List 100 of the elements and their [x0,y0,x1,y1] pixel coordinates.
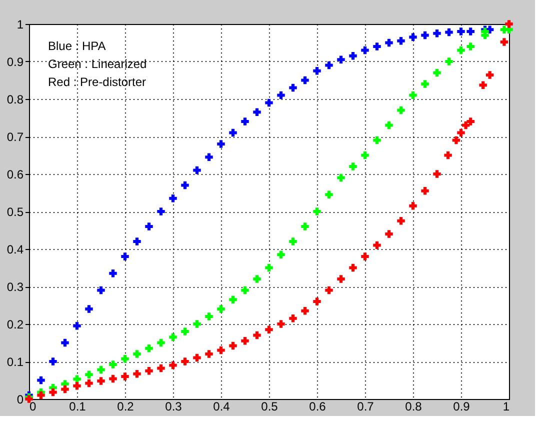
point [85,370,93,378]
point [169,194,177,202]
y-tick-label: 0.1 [6,355,24,369]
point [409,202,417,210]
x-tick-label: 0.9 [453,400,470,414]
point [157,338,165,347]
point [397,37,405,45]
point [373,241,381,250]
point [97,366,105,374]
point [217,305,225,313]
point [313,208,321,216]
point [193,354,201,362]
point [241,337,249,345]
point [397,106,405,114]
point [157,208,165,216]
point [253,275,261,283]
point [145,367,153,375]
point [325,61,333,70]
point [145,344,153,352]
point [313,298,321,306]
point [241,118,249,126]
point [241,286,249,294]
x-tick-label: 0.5 [261,400,278,414]
point [145,222,153,230]
point [500,38,508,46]
point [205,350,213,358]
point [385,230,393,238]
point [421,187,429,195]
point [385,38,393,47]
point [109,270,117,278]
point [373,136,381,144]
point [457,28,465,36]
point [205,153,213,161]
point [133,370,141,378]
y-tick-label: 0.6 [6,168,24,182]
point [169,361,177,370]
point [73,322,81,330]
annotation: Red : Pre-distorter [48,75,146,89]
point [452,136,460,144]
point [265,98,273,107]
x-tick-label: 0.1 [69,400,86,414]
point [181,181,189,190]
point [289,238,297,246]
x-tick-label: 0.6 [309,400,326,414]
point [462,121,470,130]
point [49,388,57,396]
point [253,331,261,340]
point [433,170,441,178]
point [97,286,105,294]
point [277,320,285,328]
x-tick-label: 0.8 [405,400,422,414]
y-tick-label: 0.2 [6,318,24,332]
point [253,108,261,116]
point [289,84,297,92]
point [337,275,345,283]
point [205,312,213,320]
point [337,174,345,182]
x-tick-label: 0 [30,400,36,414]
point [109,360,117,368]
point [73,375,81,383]
point [133,350,141,358]
point [409,91,417,100]
y-tick-label: 0.3 [6,280,24,294]
point [349,264,357,272]
point [217,346,225,354]
point [466,42,474,50]
point [457,128,465,137]
point [169,333,177,341]
point [229,128,237,137]
point [301,222,309,230]
point [133,238,141,246]
point [37,391,45,400]
point [361,151,369,160]
point [157,364,165,372]
y-tick-label: 0.8 [6,92,24,106]
point [193,320,201,328]
point [265,264,273,272]
point [466,28,474,36]
point [109,374,117,383]
point [421,80,429,88]
x-tick-label: 0.3 [165,400,182,414]
point [229,342,237,350]
point [301,307,309,315]
point [466,118,474,126]
x-tick-label: 0.7 [357,400,374,414]
point [61,385,69,394]
y-tick-label: 0.5 [6,205,24,219]
point [421,31,429,40]
point [73,382,81,390]
point [457,46,465,54]
point [444,151,452,160]
point [349,162,357,170]
point [445,58,453,66]
point [349,52,357,60]
point [325,190,333,198]
point [61,338,69,347]
point [325,286,333,294]
point [121,355,129,363]
point [397,217,405,225]
point [337,56,345,64]
